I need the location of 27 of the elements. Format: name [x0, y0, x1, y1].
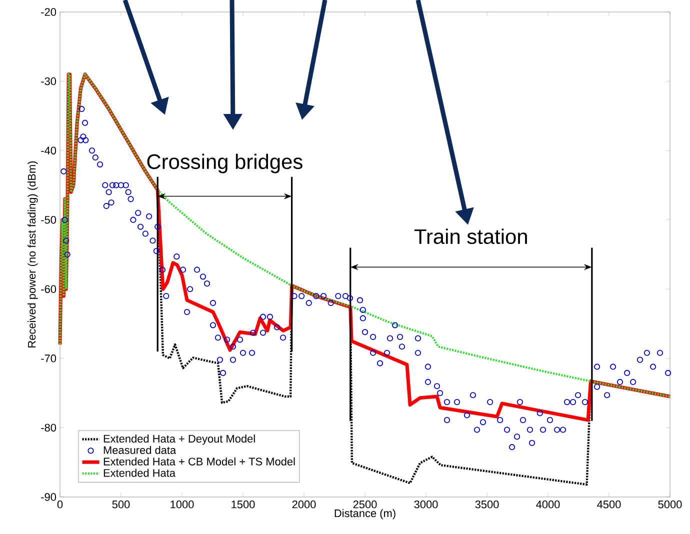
y-axis-title: Received power (no fast fading) (dBm) [28, 161, 38, 348]
x-tick-label: 4500 [597, 500, 621, 508]
y-tick-label: -50 [41, 216, 56, 224]
x-tick-label: 0 [57, 500, 63, 508]
x-tick-label: 3000 [414, 500, 438, 508]
annotation: Crossing bridges [147, 154, 302, 174]
legend-label: Extended Hata [104, 468, 176, 477]
y-tick-label: -30 [41, 77, 56, 86]
y-tick-label: -40 [41, 146, 56, 154]
y-tick-label: -60 [41, 285, 56, 294]
y-tick-label: -20 [41, 8, 56, 16]
legend-label: Measured data [104, 446, 176, 454]
y-tick-label: -80 [41, 424, 56, 432]
x-tick-label: 500 [112, 500, 130, 508]
x-tick-label: 1000 [170, 500, 194, 508]
legend-label: Extended Hata + CB Model + TS Model [104, 457, 295, 466]
x-tick-label: 2000 [292, 500, 316, 508]
y-tick-label: -90 [41, 493, 56, 501]
x-tick-label: 3500 [475, 500, 499, 508]
y-tick-label: -70 [41, 354, 56, 362]
annotation: Train station [414, 228, 527, 244]
x-tick-label: 1500 [232, 500, 255, 508]
x-tick-label: 4000 [536, 500, 560, 508]
x-tick-label: 2500 [353, 500, 377, 508]
x-tick-label: 5000 [658, 500, 682, 508]
legend-label: Extended Hata + Deyout Model [104, 434, 255, 445]
x-axis-title: Distance (m) [334, 509, 396, 520]
